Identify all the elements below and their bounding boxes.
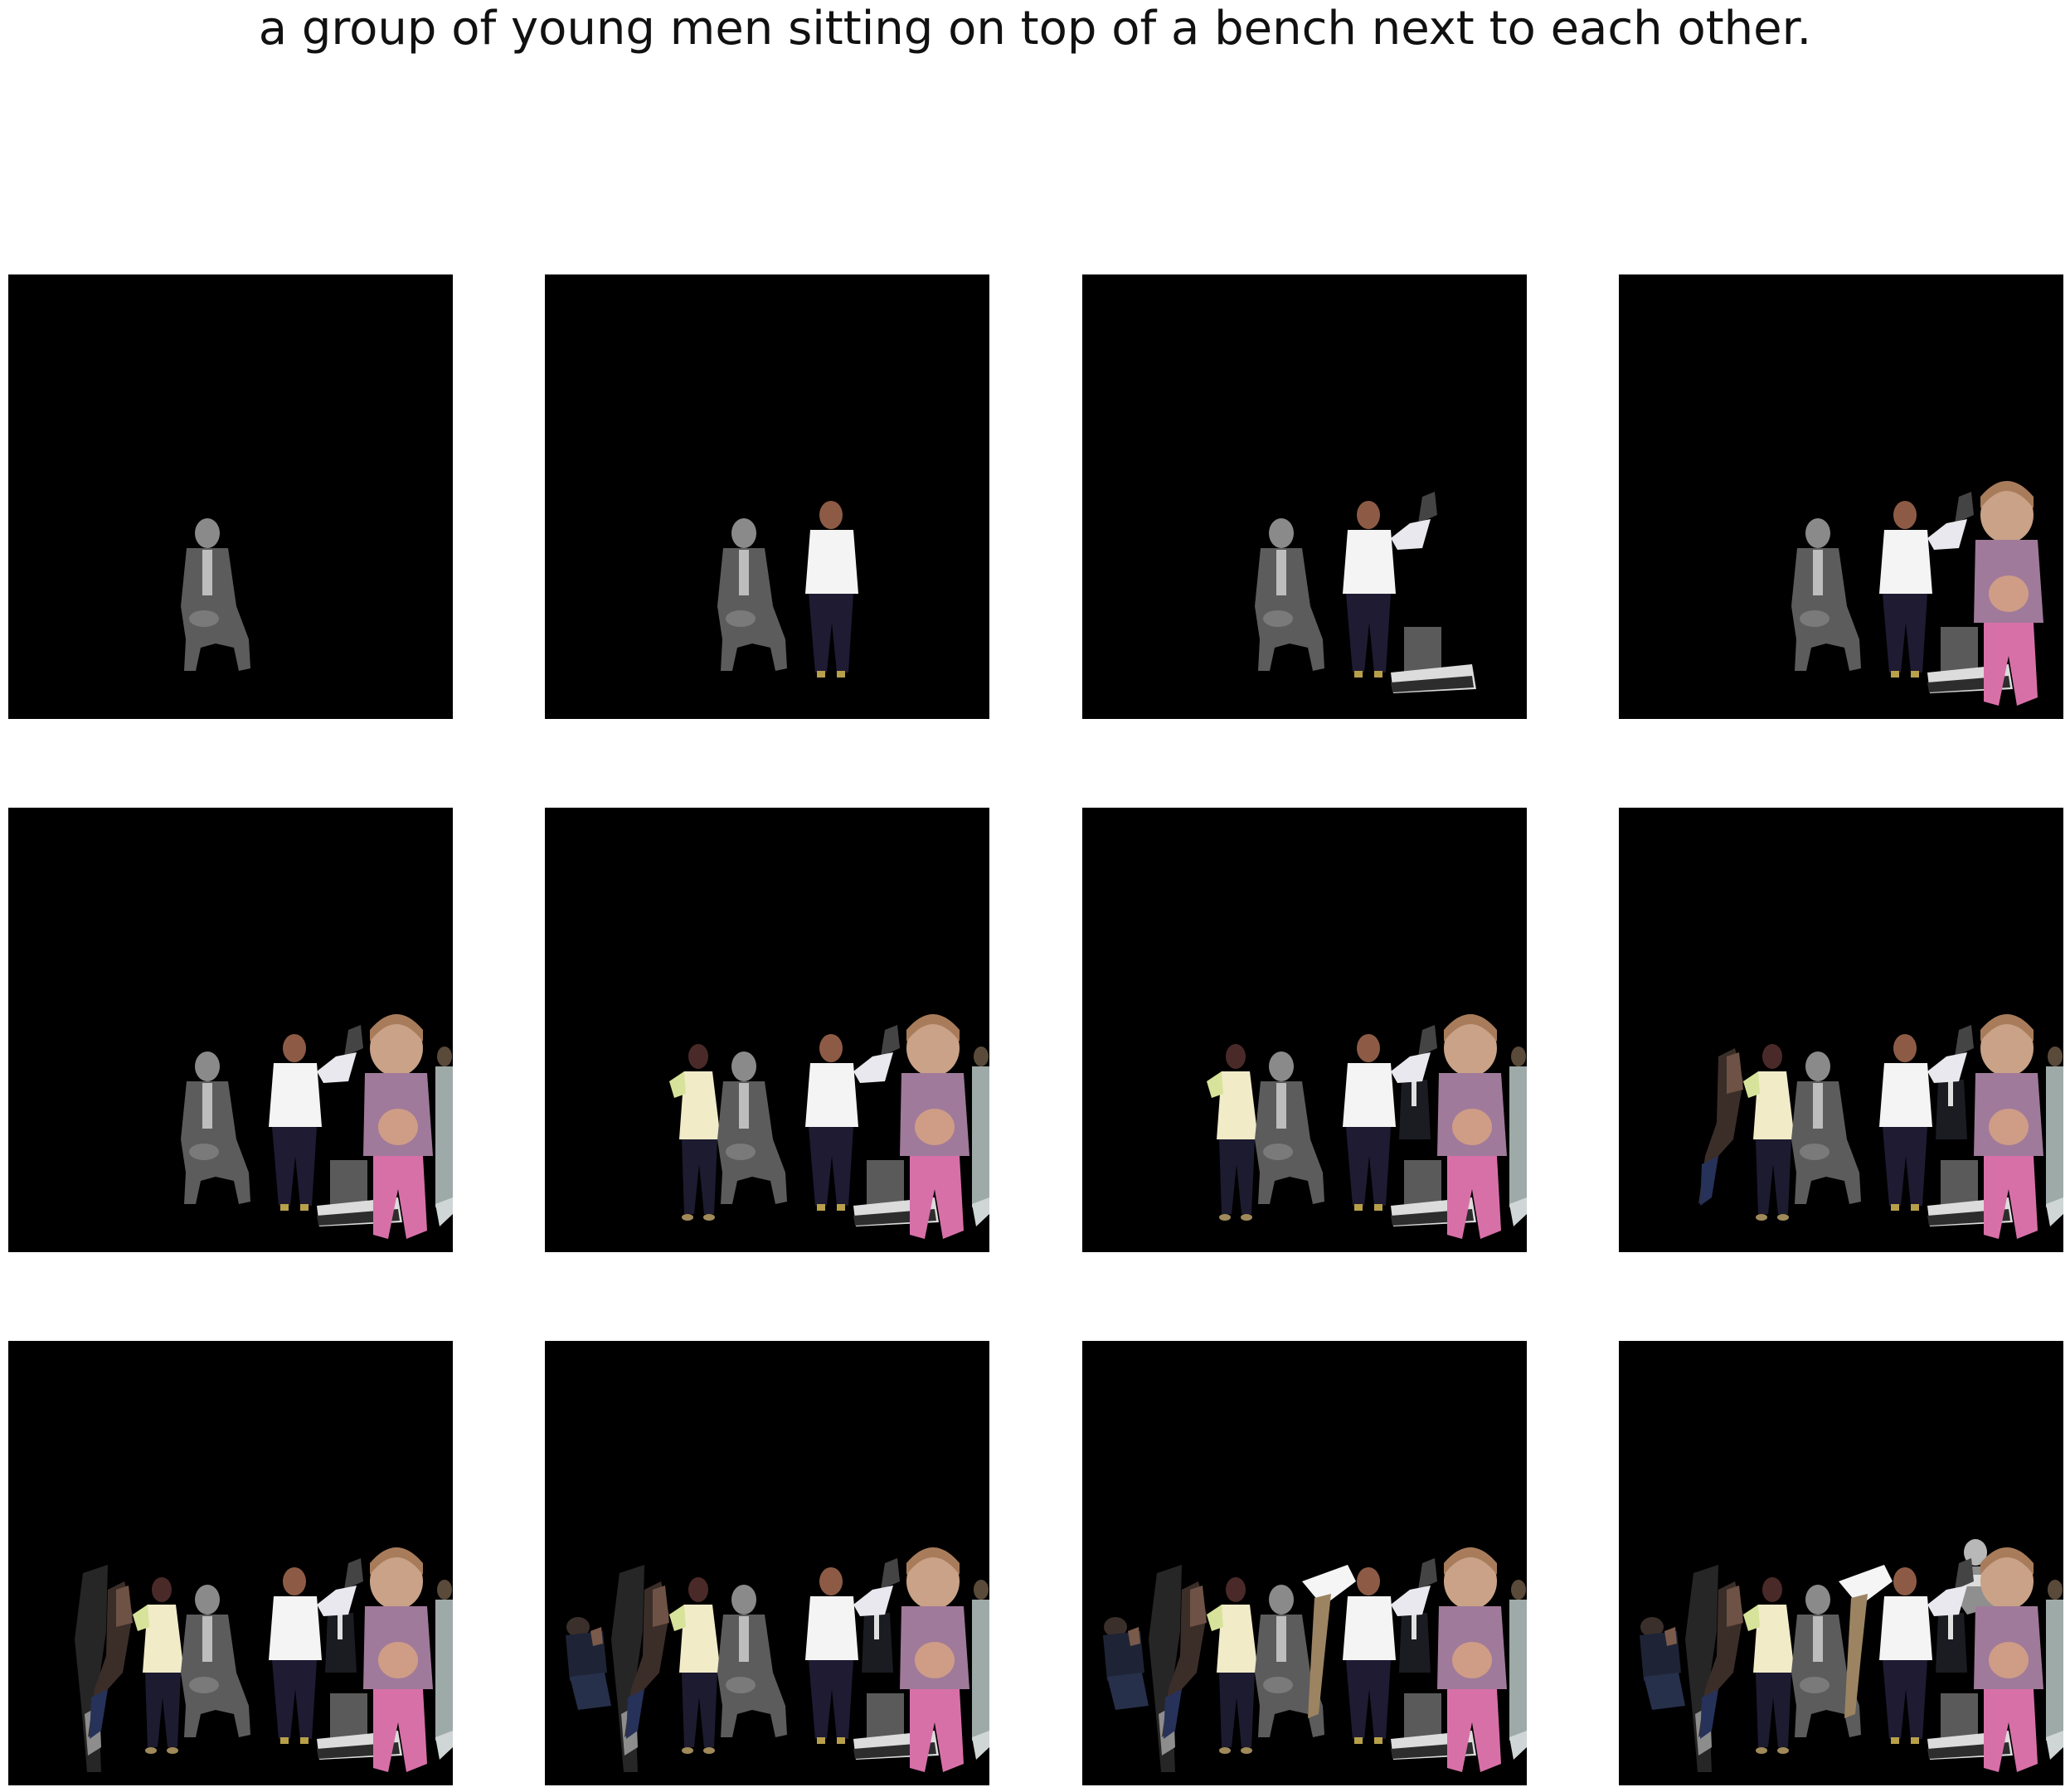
old-man-cutout [1791, 1051, 1861, 1204]
young-man-white-shirt-cutout [1879, 1034, 1932, 1211]
blurred-figure-cutout [1698, 1048, 1743, 1206]
young-man-white-shirt-cutout [1879, 501, 1932, 677]
young-man-white-shirt-cutout [1879, 1567, 1932, 1744]
woman-cream-top-cutout [669, 1044, 721, 1221]
young-man-white-shirt-cutout [805, 1034, 858, 1211]
collage-panel-7 [1082, 808, 1527, 1252]
toddler-girl-cutout [1974, 1014, 2043, 1239]
collage-canvas [8, 1341, 453, 1785]
edge-man-cutout [1509, 1580, 1527, 1760]
collage-panel-9 [8, 1341, 453, 1785]
bending-figure-cutout [1302, 1565, 1356, 1718]
edge-man-cutout [435, 1580, 453, 1760]
collage-panel-2 [545, 274, 989, 719]
collage-panel-8 [1619, 808, 2063, 1252]
collage-panel-10 [545, 1341, 989, 1785]
blurred-figure-cutout [624, 1581, 669, 1739]
edge-man-cutout [435, 1047, 453, 1226]
young-man-white-shirt-cutout [269, 1567, 322, 1744]
collage-panel-3 [1082, 274, 1527, 719]
edge-man-cutout [972, 1047, 989, 1226]
collage-panel-4 [1619, 274, 2063, 719]
old-man-cutout [1791, 1585, 1861, 1737]
old-man-cutout [181, 518, 250, 671]
woman-cream-top-cutout [1207, 1044, 1258, 1221]
collage-canvas [1082, 274, 1527, 719]
collage-canvas [1619, 274, 2063, 719]
crouching-figure-cutout [566, 1617, 611, 1710]
blurred-figure-cutout [1162, 1581, 1207, 1739]
old-man-cutout [1791, 518, 1861, 671]
blurred-figure-cutout [1698, 1581, 1743, 1739]
woman-cream-top-cutout [1743, 1577, 1795, 1754]
woman-cream-top-cutout [1207, 1577, 1258, 1754]
collage-canvas [545, 808, 989, 1252]
young-man-white-shirt-cutout [269, 1034, 322, 1211]
old-man-cutout [1255, 1051, 1324, 1204]
collage-canvas [8, 274, 453, 719]
blurred-figure-cutout [88, 1581, 133, 1739]
bending-figure-cutout [1839, 1565, 1893, 1718]
old-man-cutout [181, 1051, 250, 1204]
woman-cream-top-cutout [669, 1577, 721, 1754]
young-man-white-shirt-cutout [1343, 501, 1396, 677]
sneakers-cutout-cutout [1391, 492, 1476, 693]
collage-canvas [8, 808, 453, 1252]
old-man-cutout [717, 1585, 787, 1737]
toddler-girl-cutout [900, 1547, 969, 1772]
collage-panel-5 [8, 808, 453, 1252]
collage-panel-12 [1619, 1341, 2063, 1785]
woman-cream-top-cutout [133, 1577, 184, 1754]
young-man-white-shirt-cutout [1343, 1567, 1396, 1744]
old-man-cutout [1255, 518, 1324, 671]
edge-man-cutout [1509, 1047, 1527, 1226]
figure-caption: a group of young men sitting on top of a… [258, 2, 1812, 56]
collage-canvas [1619, 1341, 2063, 1785]
toddler-girl-cutout [900, 1014, 969, 1239]
collage-panel-11 [1082, 1341, 1527, 1785]
collage-canvas [1619, 808, 2063, 1252]
toddler-girl-cutout [363, 1014, 433, 1239]
toddler-girl-cutout [1974, 1547, 2043, 1772]
collage-canvas [1082, 1341, 1527, 1785]
young-man-white-shirt-cutout [805, 501, 858, 677]
toddler-girl-cutout [1974, 481, 2043, 706]
collage-canvas [1082, 808, 1527, 1252]
edge-man-cutout [972, 1580, 989, 1760]
edge-man-cutout [2046, 1047, 2063, 1226]
woman-cream-top-cutout [1743, 1044, 1795, 1221]
edge-man-cutout [2046, 1580, 2063, 1760]
old-man-cutout [717, 518, 787, 671]
young-man-white-shirt-cutout [1343, 1034, 1396, 1211]
toddler-girl-cutout [363, 1547, 433, 1772]
collage-canvas [545, 1341, 989, 1785]
toddler-girl-cutout [1437, 1014, 1507, 1239]
young-man-white-shirt-cutout [805, 1567, 858, 1744]
crouching-figure-cutout [1103, 1617, 1149, 1710]
collage-panel-1 [8, 274, 453, 719]
old-man-cutout [181, 1585, 250, 1737]
crouching-figure-cutout [1640, 1617, 1685, 1710]
old-man-cutout [1255, 1585, 1324, 1737]
toddler-girl-cutout [1437, 1547, 1507, 1772]
collage-canvas [545, 274, 989, 719]
old-man-cutout [717, 1051, 787, 1204]
collage-panel-6 [545, 808, 989, 1252]
